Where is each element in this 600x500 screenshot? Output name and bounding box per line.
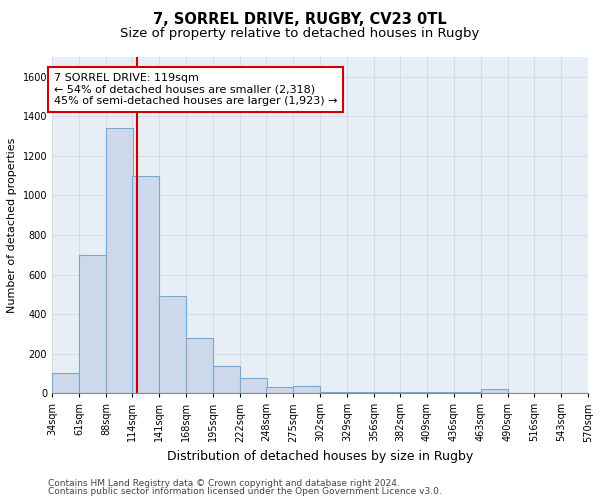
Bar (266, 388, 293, 393)
Bar (374, 392, 401, 393)
Bar (52, 374, 79, 393)
Bar (293, 386, 320, 393)
Y-axis label: Number of detached properties: Number of detached properties (7, 138, 17, 313)
Bar (454, 392, 481, 393)
Bar (427, 392, 454, 393)
Bar (213, 366, 240, 393)
Bar (106, 128, 133, 393)
Bar (79, 254, 106, 393)
Bar (159, 296, 186, 393)
Text: Contains public sector information licensed under the Open Government Licence v3: Contains public sector information licen… (48, 487, 442, 496)
Text: 7, SORREL DRIVE, RUGBY, CV23 0TL: 7, SORREL DRIVE, RUGBY, CV23 0TL (153, 12, 447, 28)
Bar (186, 338, 213, 393)
Text: 7 SORREL DRIVE: 119sqm
← 54% of detached houses are smaller (2,318)
45% of semi-: 7 SORREL DRIVE: 119sqm ← 54% of detached… (54, 73, 337, 106)
Bar (347, 392, 374, 393)
Text: Contains HM Land Registry data © Crown copyright and database right 2024.: Contains HM Land Registry data © Crown c… (48, 478, 400, 488)
Text: Size of property relative to detached houses in Rugby: Size of property relative to detached ho… (121, 28, 479, 40)
Bar (400, 392, 427, 393)
Bar (481, 389, 508, 393)
Bar (240, 378, 267, 393)
X-axis label: Distribution of detached houses by size in Rugby: Distribution of detached houses by size … (167, 450, 473, 463)
Bar (320, 392, 347, 393)
Bar (132, 176, 159, 393)
